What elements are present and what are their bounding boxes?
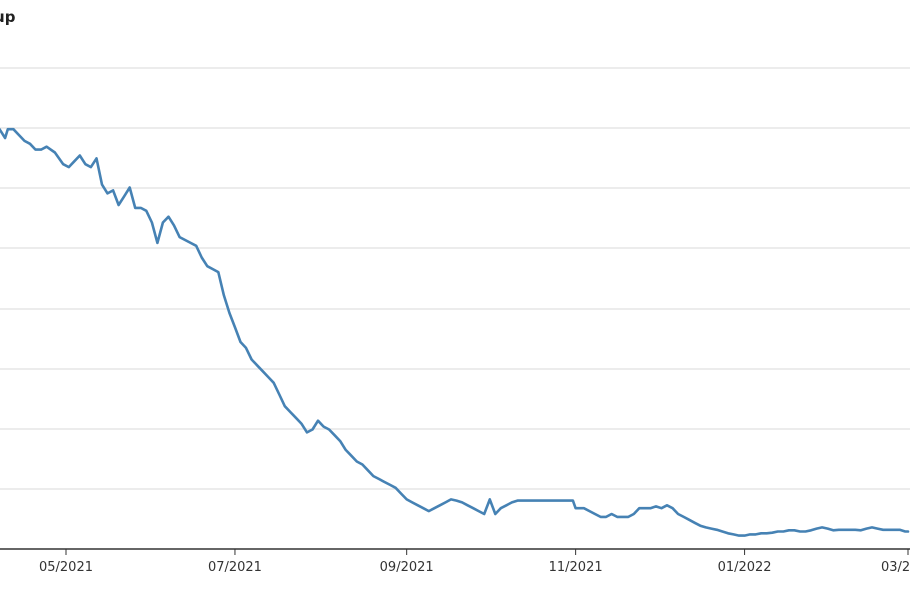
gridlines [0, 67, 910, 490]
x-tick-label-5: 03/2022 [881, 560, 910, 575]
chart-title: Group [0, 8, 16, 26]
x-tick-label-1: 07/2021 [208, 560, 262, 575]
title-clip: Group [0, 0, 60, 40]
x-tick-label-0: 05/2021 [39, 560, 93, 575]
series-line [0, 127, 910, 537]
x-tick-label-3: 11/2021 [549, 560, 603, 575]
x-axis-ticks [65, 549, 909, 555]
x-tick-label-4: 01/2022 [718, 560, 772, 575]
x-tick-label-2: 09/2021 [380, 560, 434, 575]
x-axis-tick-labels: 05/2021 07/2021 09/2021 11/2021 01/2022 03/20… [39, 560, 910, 575]
